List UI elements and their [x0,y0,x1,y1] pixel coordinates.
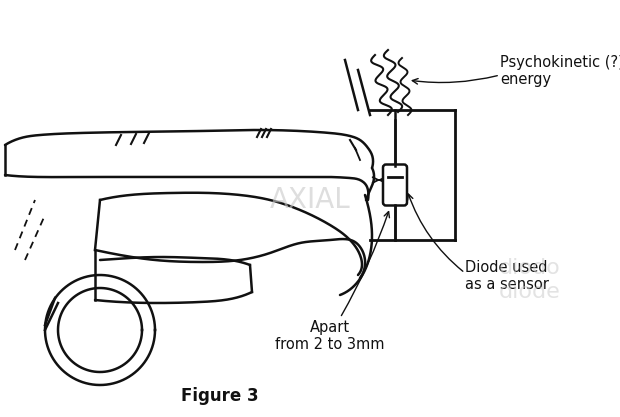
Text: Apart
from 2 to 3mm: Apart from 2 to 3mm [275,320,385,352]
FancyBboxPatch shape [383,164,407,206]
Text: diodo
diode: diodo diode [499,259,561,301]
Text: Psychokinetic (?)
energy: Psychokinetic (?) energy [500,55,620,88]
Text: AXIAL: AXIAL [270,186,350,214]
Text: Diode used
as a sensor: Diode used as a sensor [465,260,549,292]
Text: Figure 3: Figure 3 [181,387,259,405]
